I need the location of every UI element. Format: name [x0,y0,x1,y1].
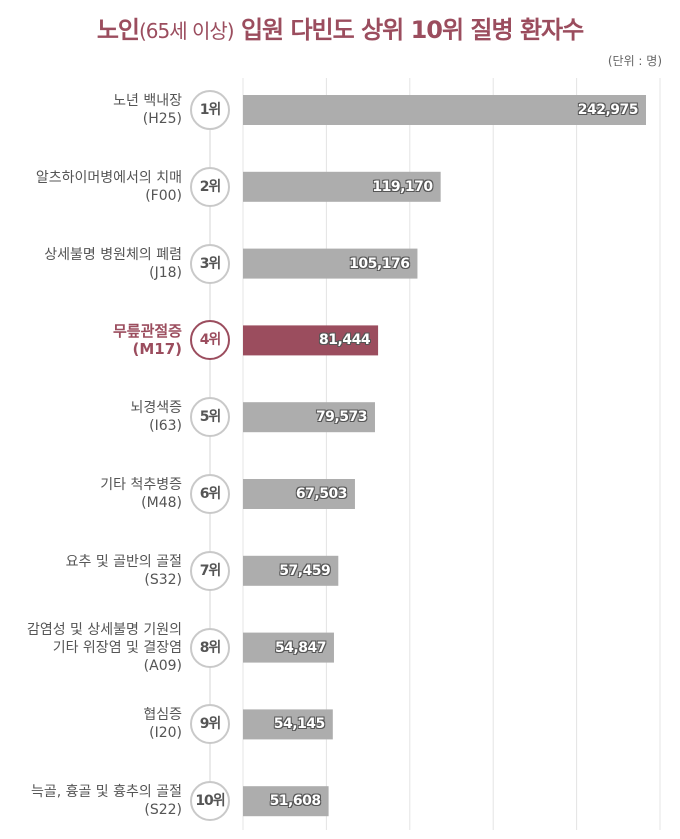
category-code: (I20) [149,725,182,742]
category-name: 늑골, 흉골 및 흉추의 골절 [30,784,182,801]
value-label-10: 51,608 [269,793,322,810]
rank-badge-1: 1위 [190,90,230,130]
category-code: (S32) [144,571,182,588]
rank-badge-8: 8위 [190,627,230,668]
category-name: 기타 위장염 및 결장염 [52,639,182,656]
value-label-5: 79,573 [315,409,368,426]
category-label-7: 요추 및 골반의 골절 (S32) [2,553,182,589]
rank-badge-5: 5위 [190,397,230,438]
category-label-1: 노년 백내장 (H25) [2,92,182,128]
bar-10 [243,786,329,817]
bar-9 [243,709,333,740]
category-code: (J18) [149,264,182,281]
bar-2 [243,171,441,202]
category-code: (M48) [141,495,182,511]
bar-8 [243,632,334,663]
category-code: (H25) [142,111,182,127]
category-name: 상세불명 병원체의 폐렴 [44,246,182,263]
category-label-8: 감염성 및 상세불명 기원의 기타 위장염 및 결장염 (A09) [2,621,182,675]
category-name: 알츠하이머병에서의 치매 [35,169,182,186]
value-label-1: 242,975 [577,102,639,118]
unit-label: (단위 : 명) [607,54,662,68]
category-code: (A09) [143,657,182,674]
category-label-9: 협심증 (I20) [2,706,182,742]
value-label-8: 54,847 [274,639,327,656]
category-code: (M17) [132,340,182,359]
category-name: 기타 척추병증 [100,477,182,493]
rank-badge-9: 9위 [190,704,230,745]
value-label-7: 57,459 [279,562,331,579]
rank-badge-3: 3위 [190,243,230,284]
category-name: 감염성 및 상세불명 기원의 [26,621,182,638]
rank-badge-10: 10위 [190,781,230,822]
category-label-5: 뇌경색증 (I63) [2,399,182,435]
rank-badge-2: 2위 [190,166,230,207]
value-label-4: 81,444 [319,332,371,349]
category-name: 뇌경색증 [130,400,182,417]
rank-badge-7: 7위 [190,550,230,591]
rank-badge-4: 4위 [190,320,230,361]
bar-3 [243,248,418,279]
chart-title: 노인(65세 이상) 입원 다빈도 상위 10위 질병 환자수 [0,10,680,45]
category-name: 요추 및 골반의 골절 [65,553,182,570]
bar-7 [243,555,339,586]
category-label-2: 알츠하이머병에서의 치매 (F00) [2,169,182,205]
category-code: (F00) [145,187,182,204]
category-label-4: 무릎관절증 (M17) [2,322,182,358]
value-label-6: 67,503 [295,486,348,502]
category-code: (S22) [144,802,182,819]
category-name: 노년 백내장 [113,93,182,109]
category-label-6: 기타 척추병증 (M48) [2,476,182,512]
title-main: 노인 [96,16,140,44]
category-code: (I63) [149,418,182,435]
bar-5 [243,402,375,433]
rank-badge-6: 6위 [190,474,230,514]
bar-1 [243,95,646,125]
category-label-3: 상세불명 병원체의 폐렴 (J18) [2,246,182,282]
title-rest: 입원 다빈도 상위 10위 질병 환자수 [233,16,584,44]
value-label-2: 119,170 [372,178,433,195]
value-label-9: 54,145 [273,716,326,733]
value-label-3: 105,176 [349,255,410,272]
category-label-10: 늑골, 흉골 및 흉추의 골절 (S22) [2,783,182,819]
bar-6 [243,479,355,509]
category-name: 무릎관절증 [112,322,182,341]
bar-4 [243,325,379,356]
category-name: 협심증 [143,707,182,724]
title-sub: (65세 이상) [138,19,235,43]
